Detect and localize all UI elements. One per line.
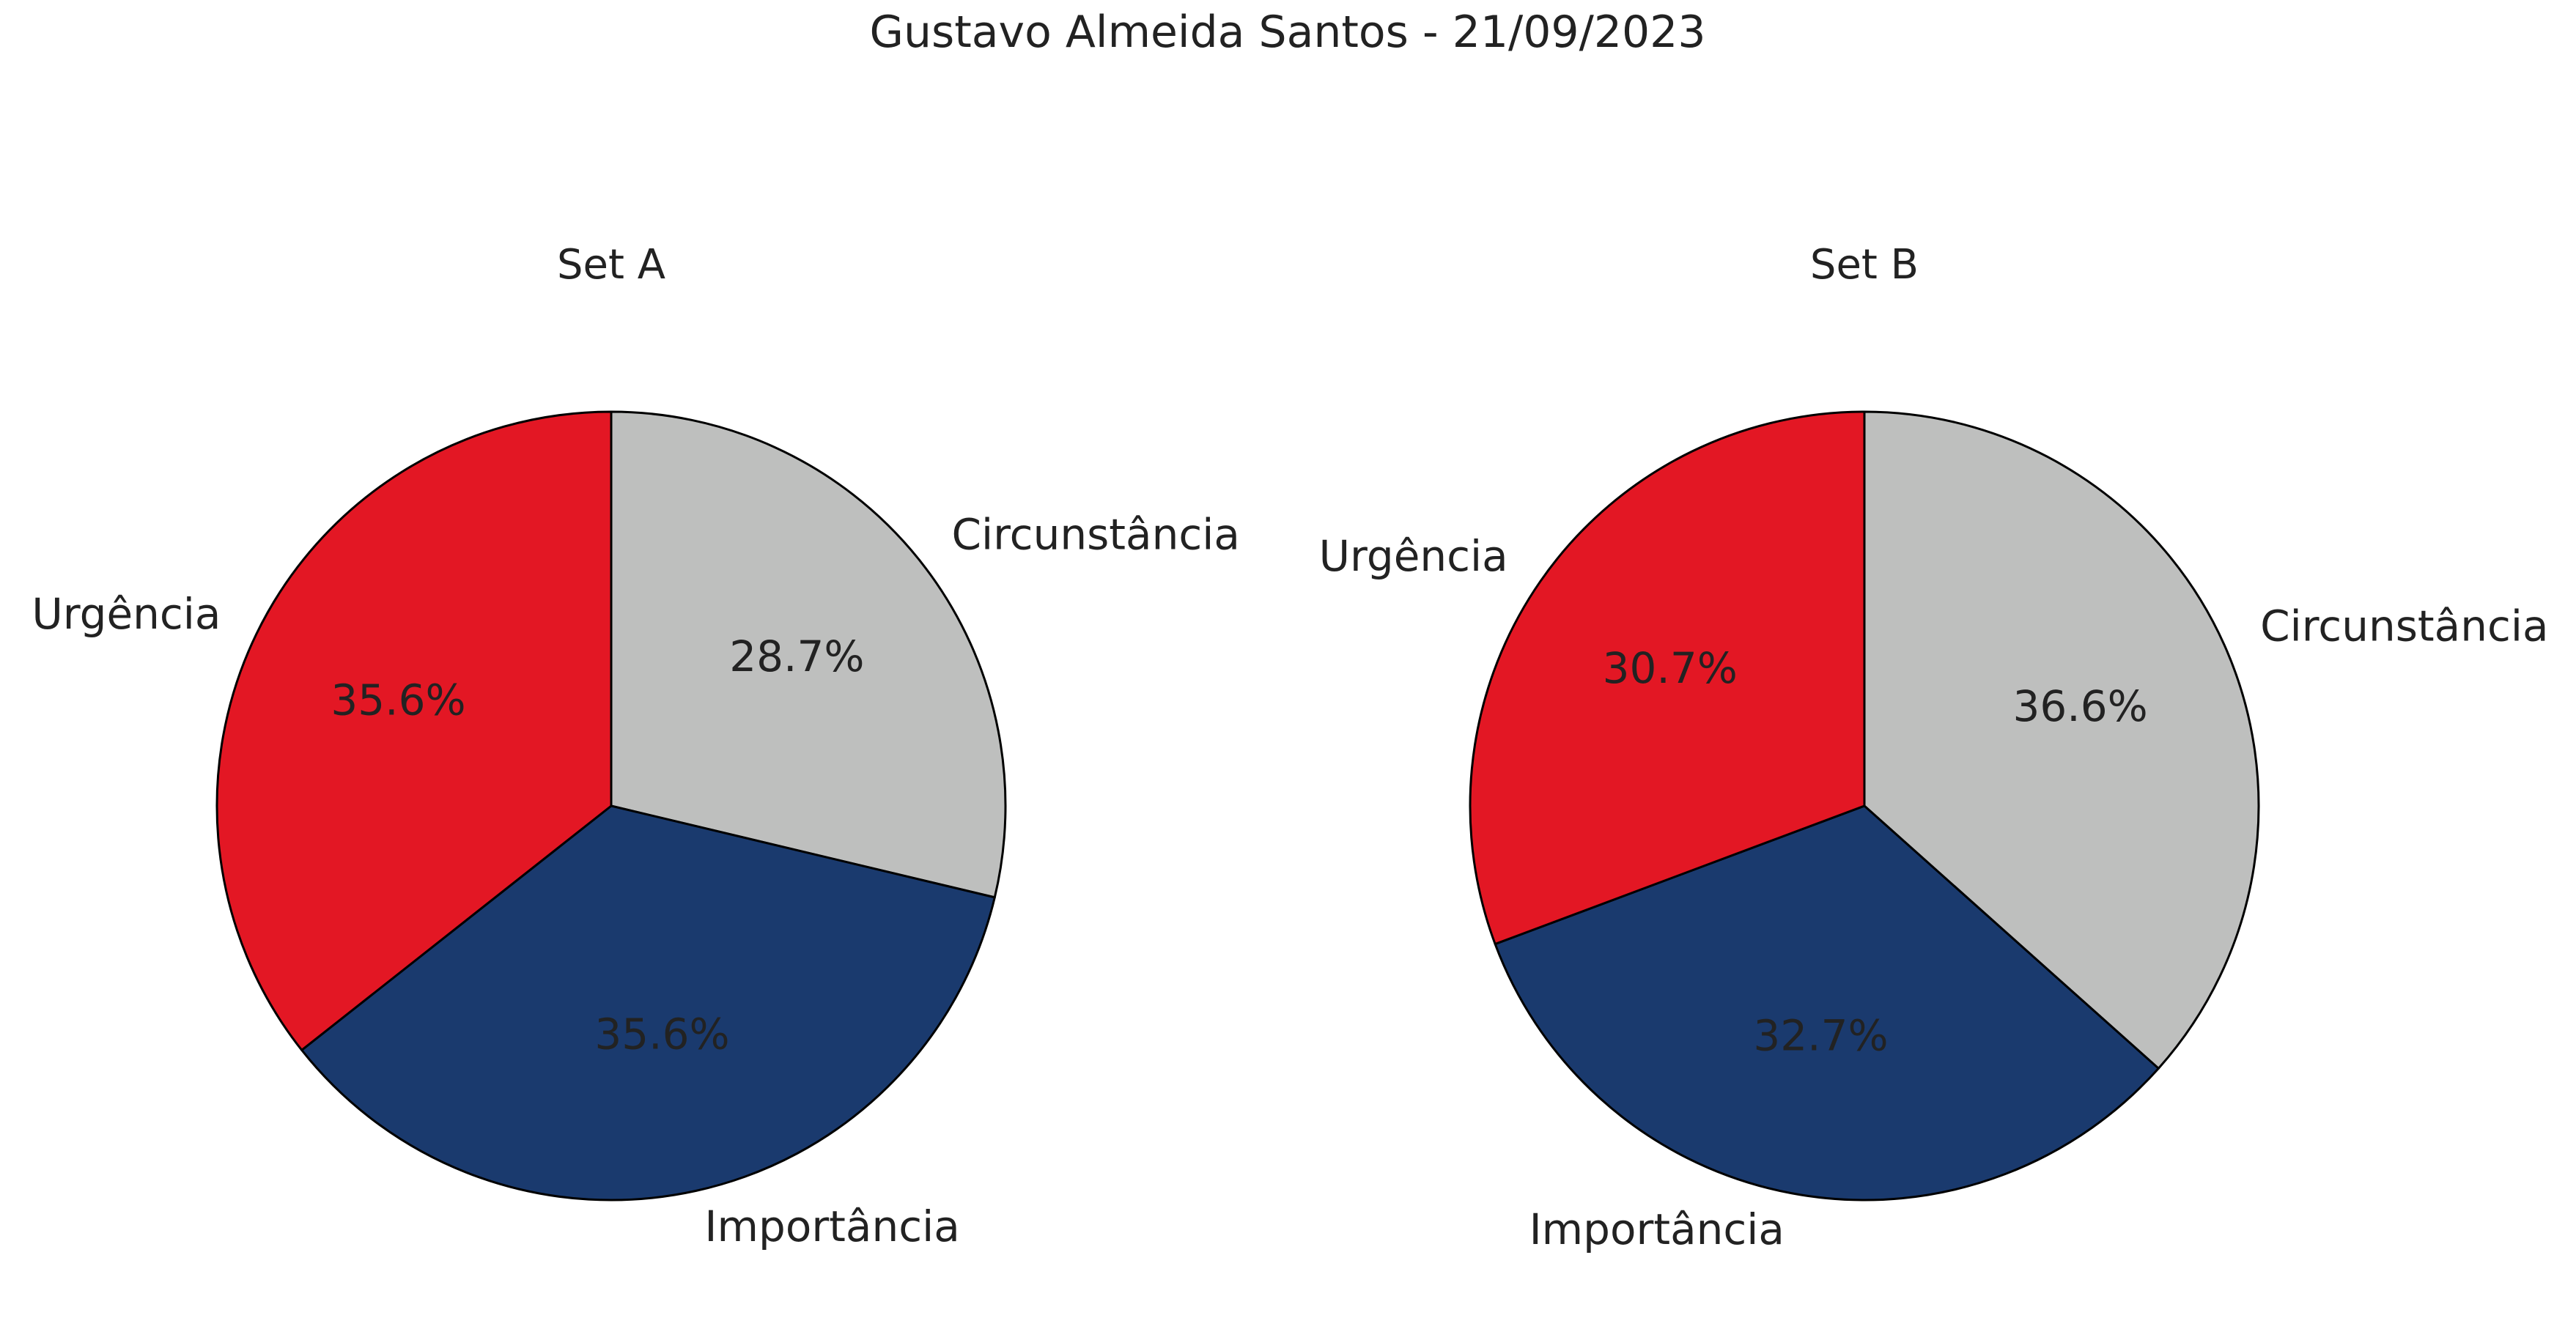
pie-percent-label-set-b-importancia: 32.7% [1753, 1010, 1888, 1060]
pie-chart-set-a: Set A 28.7% Circunstância 35.6% Importância… [32, 241, 1240, 1251]
pie-category-label-set-b-urgencia: Urgência [1319, 531, 1508, 581]
pie-title-set-b: Set B [1810, 241, 1919, 289]
pie-percent-label-set-a-importancia: 35.6% [594, 1009, 729, 1059]
pie-slice-set-b-importancia [1494, 804, 2160, 1202]
pie-category-label-set-a-circunstancia: Circunstância [952, 509, 1240, 559]
pie-percent-label-set-a-circunstancia: 28.7% [729, 632, 864, 681]
pie-category-label-set-b-importancia: Importância [1529, 1204, 1785, 1254]
pie-slice-set-b-circunstancia [1863, 410, 2260, 1070]
pie-category-label-set-a-urgencia: Urgência [32, 589, 221, 639]
pie-category-label-set-a-importancia: Importância [704, 1202, 959, 1251]
pie-labels-set-a: 28.7% Circunstância 35.6% Importância 35.6% U… [32, 509, 1240, 1251]
pie-chart-set-b: Set B 36.6% Circunstância 32.7% Importância… [1319, 241, 2549, 1254]
pie-slice-set-b-urgencia [1469, 410, 1866, 946]
pie-percent-label-set-b-urgencia: 30.7% [1603, 643, 1738, 693]
pie-labels-set-b: 36.6% Circunstância 32.7% Importância 30.7% U… [1319, 531, 2549, 1254]
pie-title-set-a: Set A [557, 241, 665, 289]
pie-category-label-set-b-circunstancia: Circunstância [2260, 601, 2548, 651]
pie-slices-set-a [215, 410, 1007, 1202]
pie-slice-set-a-circunstancia [610, 410, 1007, 899]
pie-percent-label-set-b-circunstancia: 36.6% [2012, 681, 2147, 731]
pie-percent-label-set-a-urgencia: 35.6% [331, 675, 465, 725]
chart-title: Gustavo Almeida Santos - 21/09/2023 [869, 7, 1705, 58]
pie-slices-set-b [1469, 410, 2260, 1202]
pie-slice-set-a-urgencia [215, 410, 613, 1051]
pie-slice-set-a-importancia [300, 804, 996, 1202]
